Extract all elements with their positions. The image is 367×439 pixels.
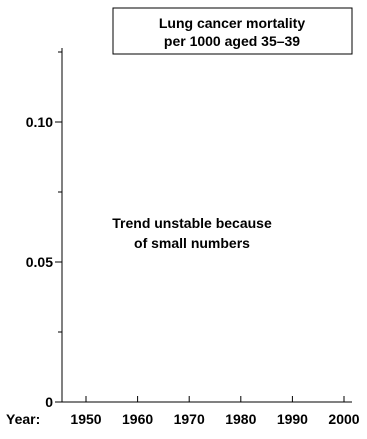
y-tick-label: 0.10 bbox=[26, 114, 53, 130]
x-axis-prefix: Year: bbox=[6, 411, 40, 427]
y-tick-label: 0 bbox=[45, 394, 53, 410]
annotation-line-2: of small numbers bbox=[134, 235, 250, 251]
y-axis-ticks: 0 0.05 0.10 bbox=[26, 51, 62, 410]
chart-title: Lung cancer mortality per 1000 aged 35–3… bbox=[112, 7, 353, 55]
x-tick-label: 2000 bbox=[328, 411, 359, 427]
x-tick-label: 1970 bbox=[174, 411, 205, 427]
x-tick-label: 1950 bbox=[70, 411, 101, 427]
y-tick-label: 0.05 bbox=[26, 254, 53, 270]
x-tick-label: 1960 bbox=[122, 411, 153, 427]
annotation-line-1: Trend unstable because bbox=[112, 215, 272, 231]
x-tick-label: 1980 bbox=[225, 411, 256, 427]
x-tick-label: 1990 bbox=[277, 411, 308, 427]
title-box bbox=[112, 7, 353, 55]
title-line-1: Lung cancer mortality bbox=[159, 15, 305, 31]
x-axis-ticks: 1950 1960 1970 1980 1990 2000 bbox=[70, 396, 360, 427]
chart-annotation: Trend unstable because of small numbers bbox=[112, 215, 272, 251]
title-line-2: per 1000 aged 35–39 bbox=[164, 33, 300, 49]
